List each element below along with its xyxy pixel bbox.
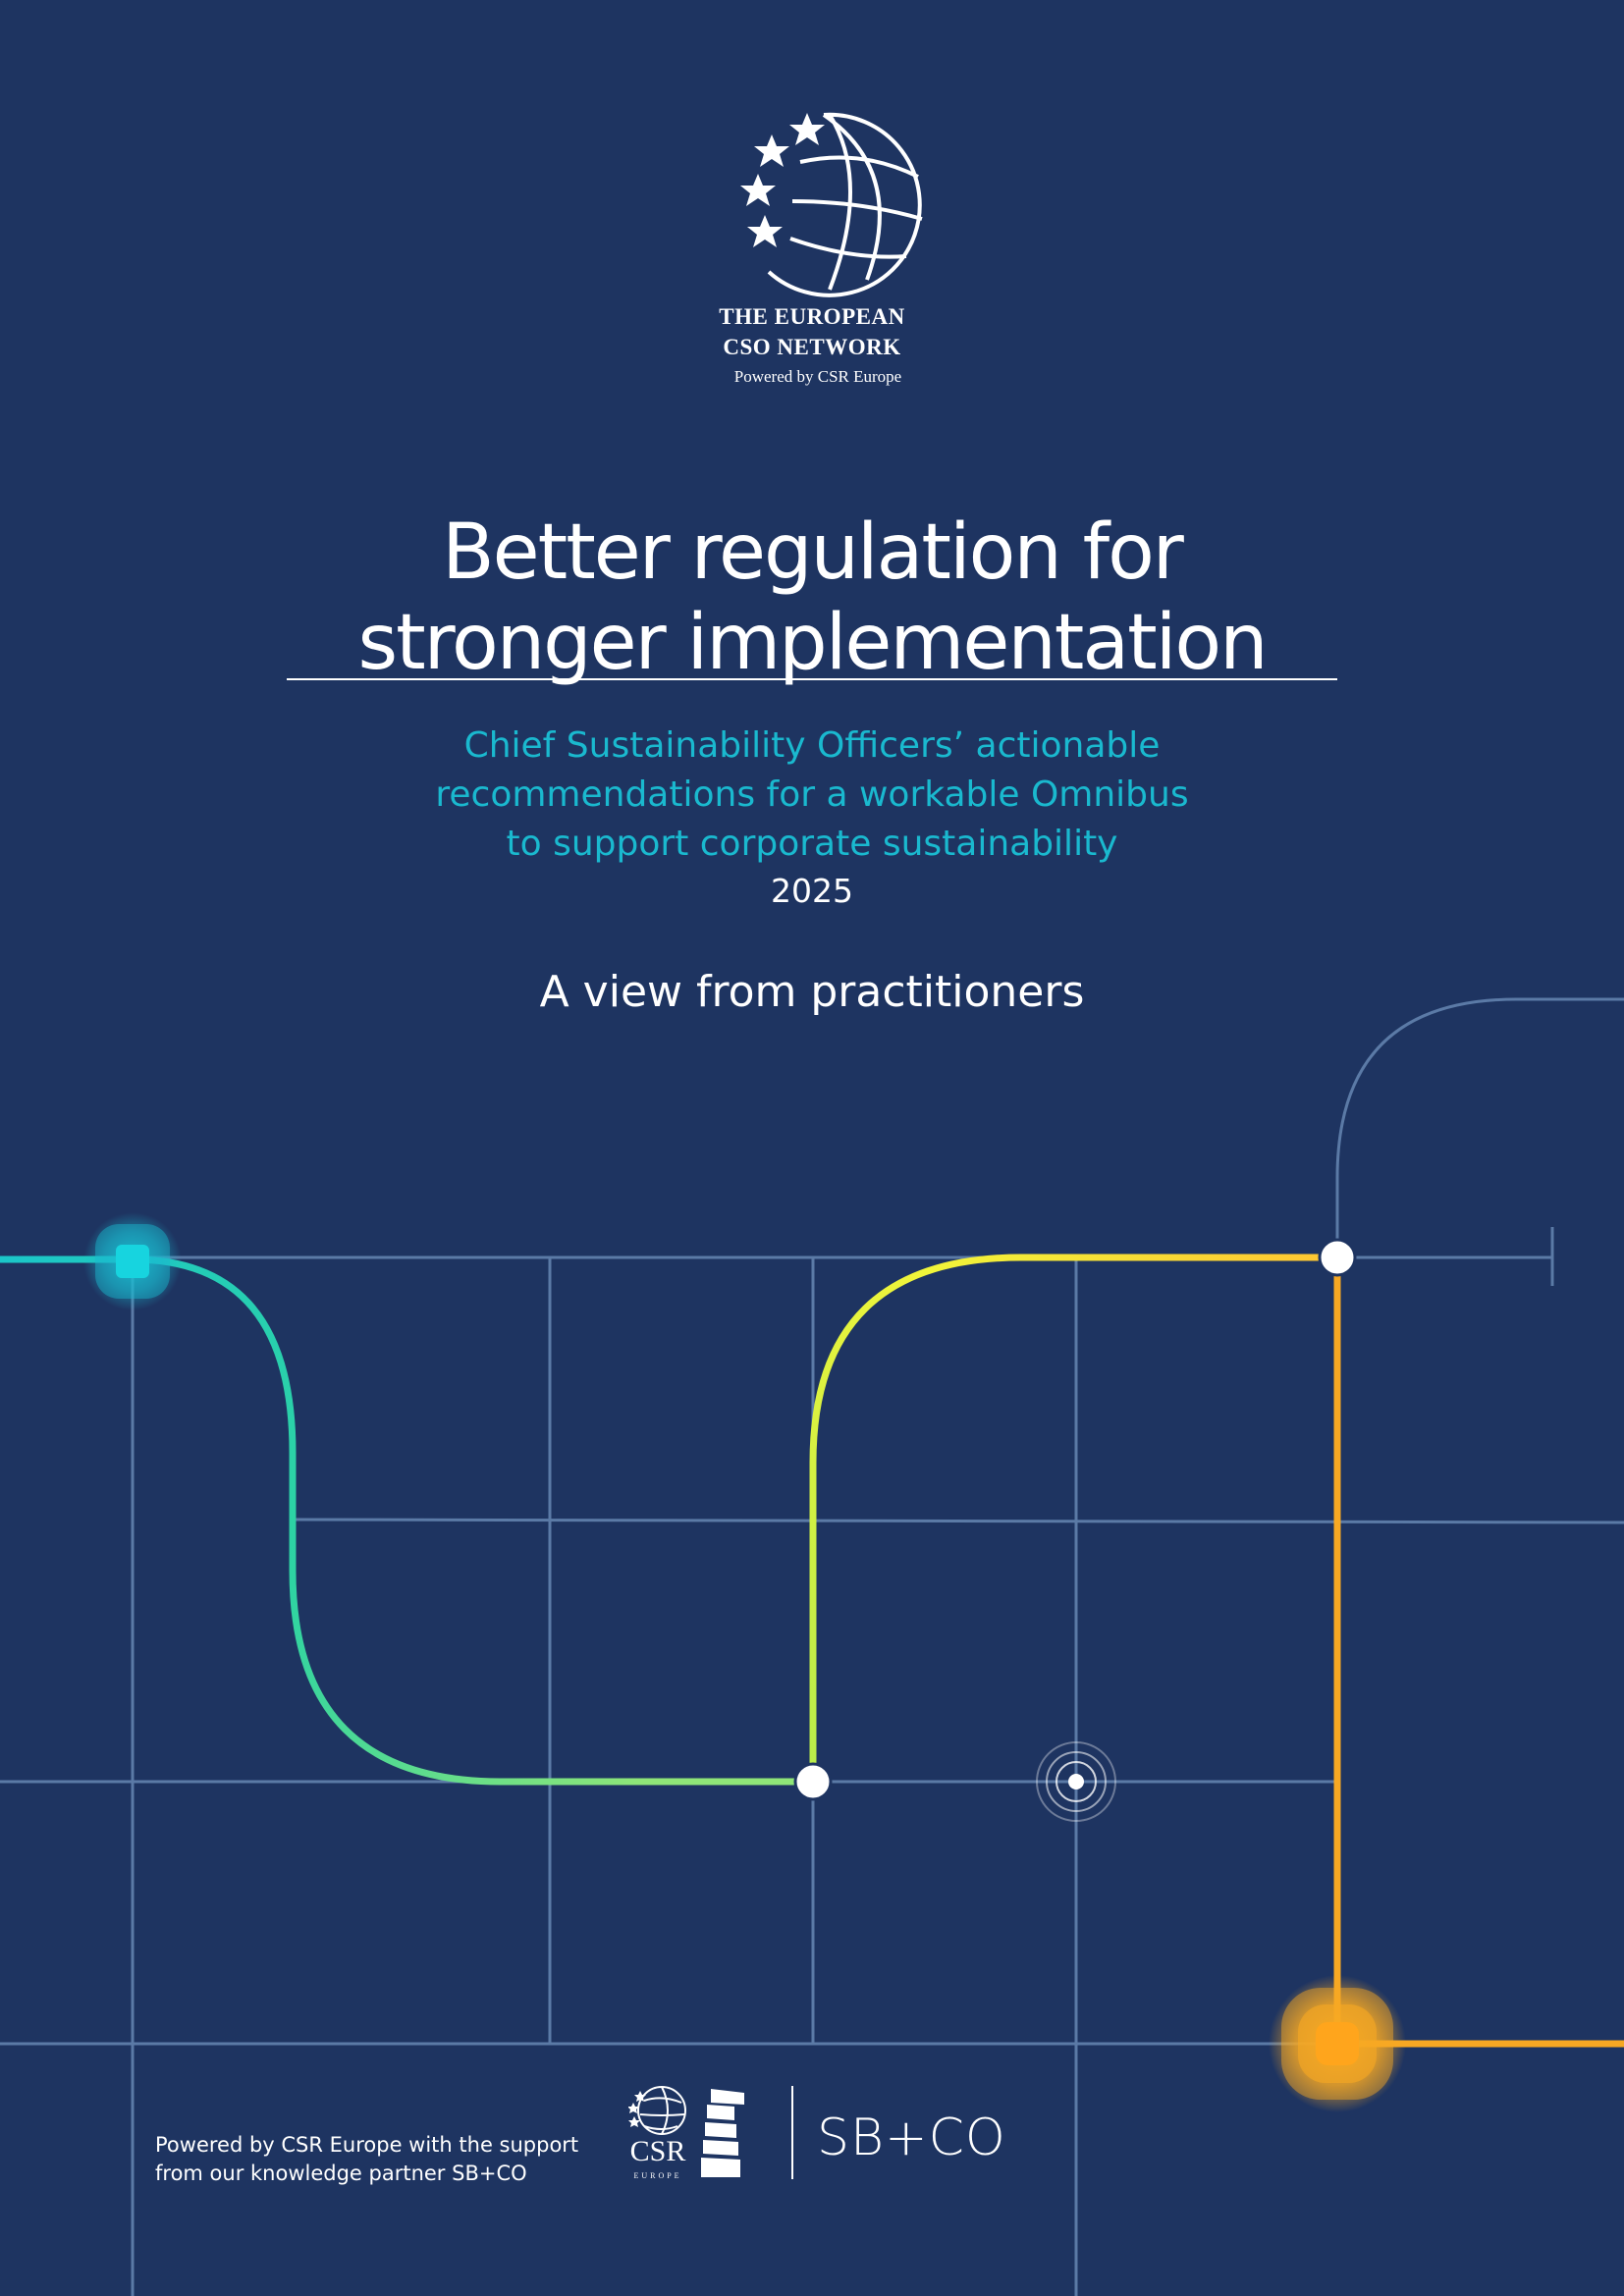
subtitle-line3: to support corporate sustainability xyxy=(506,824,1118,864)
junction-node-middle xyxy=(793,1762,833,1801)
publication-year: 2025 xyxy=(771,872,853,910)
subtitle: Chief Sustainability Officers’ actionabl… xyxy=(223,721,1401,869)
orange-end-node xyxy=(1269,1975,1406,2112)
globe-with-stars-icon xyxy=(740,112,923,297)
page-title: Better regulation for stronger implement… xyxy=(125,507,1499,688)
star-icon xyxy=(740,174,776,206)
cyan-start-node xyxy=(83,1212,182,1310)
junction-node-top-right xyxy=(1318,1238,1357,1277)
footer-credit: Powered by CSR Europe with the support f… xyxy=(155,2131,607,2188)
sbco-logo: SB+CO xyxy=(817,2109,1006,2167)
route-lime xyxy=(809,1254,1337,1782)
star-icon xyxy=(747,215,783,247)
title-line1: Better regulation for xyxy=(442,508,1184,598)
star-icon xyxy=(754,134,789,167)
footer-credit-line2: from our knowledge partner SB+CO xyxy=(155,2162,527,2185)
csr-logo-text: CSR xyxy=(629,2135,686,2167)
csr-globe-icon xyxy=(628,2086,744,2177)
org-name-line1: THE EUROPEAN xyxy=(719,304,905,329)
grid-curve-top-right xyxy=(1335,997,1624,1257)
footer-credit-line1: Powered by CSR Europe with the support xyxy=(155,2133,579,2157)
route-orange xyxy=(1333,1257,1624,2048)
subtitle-line1: Chief Sustainability Officers’ actionabl… xyxy=(463,725,1161,766)
european-cso-network-logo: THE EUROPEAN CSO NETWORK Powered by CSR … xyxy=(616,103,1008,398)
star-icon xyxy=(789,113,825,145)
subtitle-line2: recommendations for a workable Omnibus xyxy=(435,774,1189,815)
footer-logo-separator xyxy=(791,2086,793,2179)
lighthouse-top-icon xyxy=(711,2089,744,2105)
grid-line-h2 xyxy=(292,1518,1624,1524)
title-line2: stronger implementation xyxy=(357,599,1268,688)
csr-logo-subtext: EUROPE xyxy=(633,2171,682,2180)
org-powered-by: Powered by CSR Europe xyxy=(733,367,902,386)
csr-europe-logo: CSR EUROPE xyxy=(628,2081,776,2189)
org-name-line2: CSO NETWORK xyxy=(723,335,901,359)
title-divider xyxy=(287,678,1337,680)
signal-target-icon xyxy=(1036,1741,1116,1822)
tagline: A view from practitioners xyxy=(539,967,1085,1017)
route-green xyxy=(0,1255,813,1786)
